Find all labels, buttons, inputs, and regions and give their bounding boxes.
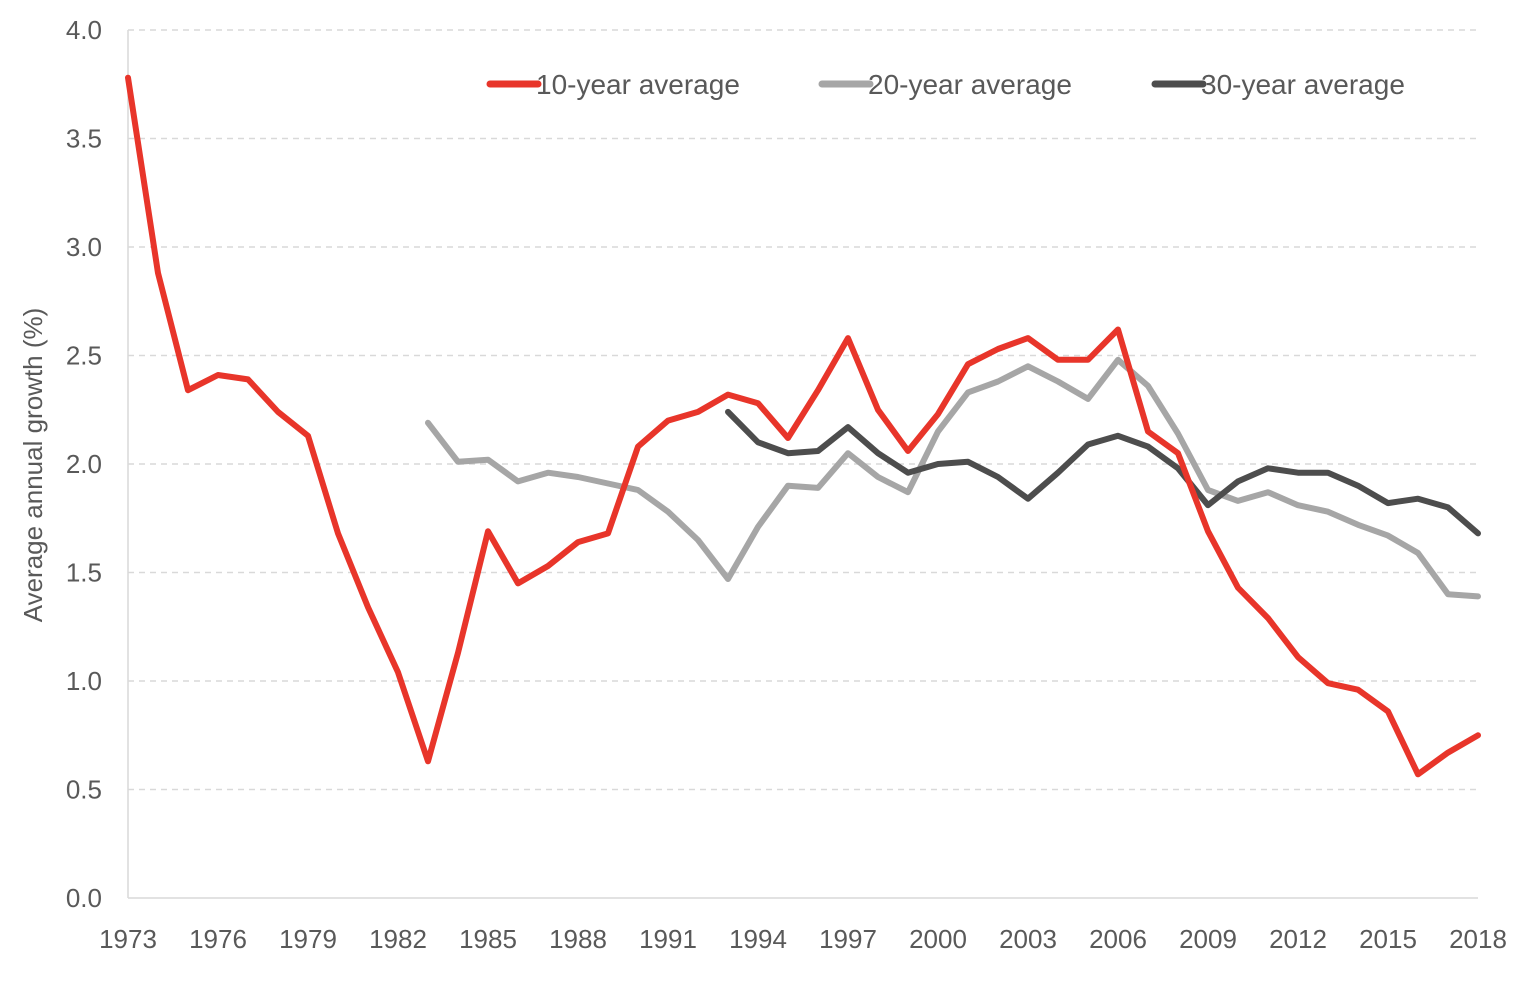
x-tick-label: 1988	[549, 924, 607, 954]
y-tick-label: 4.0	[66, 15, 102, 45]
y-tick-label: 3.0	[66, 232, 102, 262]
y-tick-label: 2.5	[66, 341, 102, 371]
legend-item: 20-year average	[818, 69, 1072, 100]
x-tick-label: 2012	[1269, 924, 1327, 954]
series-line-30-year-average	[725, 408, 1481, 537]
x-tick-labels: 1973 1976 1979 1982 1985 1988 1991 1994 1997 2000…	[99, 924, 1507, 954]
axes	[127, 30, 1478, 899]
x-tick-label: 1985	[459, 924, 517, 954]
legend-item: 10-year average	[486, 69, 740, 100]
legend-label: 20-year average	[868, 69, 1072, 100]
legend-label: 30-year average	[1201, 69, 1405, 100]
x-tick-label: 1991	[639, 924, 697, 954]
legend: 10-year average 20-year average 30-year av…	[486, 69, 1405, 100]
x-tick-label: 2003	[999, 924, 1057, 954]
y-tick-label: 1.0	[66, 666, 102, 696]
x-tick-label: 1982	[369, 924, 427, 954]
x-tick-label: 2015	[1359, 924, 1417, 954]
y-tick-label: 0.0	[66, 883, 102, 913]
x-tick-label: 1973	[99, 924, 157, 954]
x-tick-label: 1997	[819, 924, 877, 954]
x-tick-label: 1976	[189, 924, 247, 954]
y-axis-title: Average annual growth (%)	[18, 308, 48, 623]
x-tick-label: 2009	[1179, 924, 1237, 954]
series-line-20-year-average	[425, 356, 1481, 600]
y-tick-labels: 0.0 0.5 1.0 1.5 2.0 2.5 3.0 3.5 4.0	[66, 15, 102, 913]
x-tick-label: 2006	[1089, 924, 1147, 954]
legend-label: 10-year average	[536, 69, 740, 100]
y-tick-label: 2.0	[66, 449, 102, 479]
y-tick-label: 0.5	[66, 775, 102, 805]
legend-item: 30-year average	[1151, 69, 1405, 100]
series-lines	[125, 74, 1481, 778]
series-line-10-year-average	[125, 74, 1481, 778]
y-tick-label: 1.5	[66, 558, 102, 588]
y-tick-label: 3.5	[66, 124, 102, 154]
x-tick-label: 1994	[729, 924, 787, 954]
x-tick-label: 2018	[1449, 924, 1507, 954]
x-tick-label: 1979	[279, 924, 337, 954]
x-tick-label: 2000	[909, 924, 967, 954]
